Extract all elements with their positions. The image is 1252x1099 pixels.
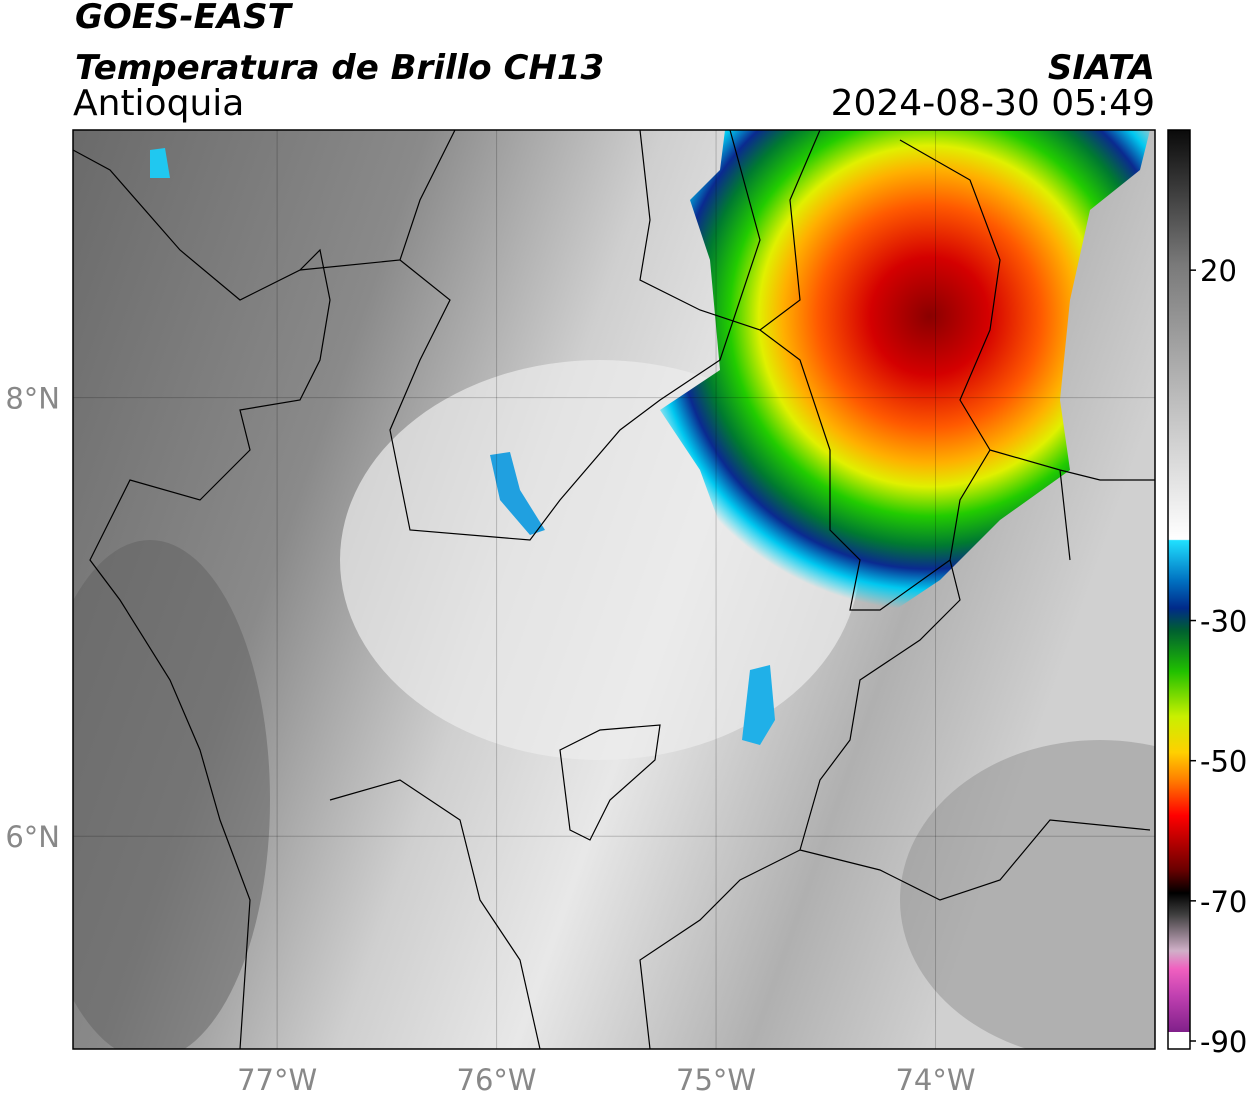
border (329, 559, 1151, 1049)
coastline (73, 149, 331, 1049)
colorbar-tick-label: -90 (1200, 1025, 1247, 1059)
storm-cell (742, 665, 775, 745)
x-tick-label: 76°W (457, 1063, 537, 1097)
border (559, 724, 661, 841)
title: GOES-EAST (75, 0, 294, 37)
cloud (900, 740, 1155, 1049)
datetime: 2024-08-30 05:49 (831, 83, 1155, 124)
region: Antioquia (73, 83, 244, 124)
colorbar-frame (1167, 129, 1191, 1050)
colorbar-under (1168, 1032, 1190, 1049)
border (989, 449, 1155, 561)
storm-cell (150, 148, 170, 178)
colorbar-tick-label: 20 (1200, 254, 1237, 288)
colorbar-tick-label: -30 (1200, 605, 1247, 639)
storm-cell (490, 452, 545, 535)
colorbar-tick-label: -70 (1200, 885, 1247, 919)
source: SIATA (1048, 48, 1155, 88)
colorbar-tick-label: -50 (1200, 745, 1247, 779)
storm-cloud (660, 130, 1150, 620)
x-tick-label: 75°W (676, 1063, 756, 1097)
y-tick-label: 8°N (5, 382, 60, 416)
x-tick-label: 77°W (237, 1063, 317, 1097)
map-image (73, 130, 1155, 1049)
colorbar (1168, 130, 1190, 1032)
border (299, 130, 761, 541)
grid (73, 130, 1155, 1049)
y-tick-label: 6°N (5, 820, 60, 854)
cloud (73, 540, 270, 1049)
subtitle: Temperatura de Brillo CH13 (75, 48, 604, 88)
map-frame (72, 129, 1156, 1050)
x-tick-label: 74°W (895, 1063, 975, 1097)
